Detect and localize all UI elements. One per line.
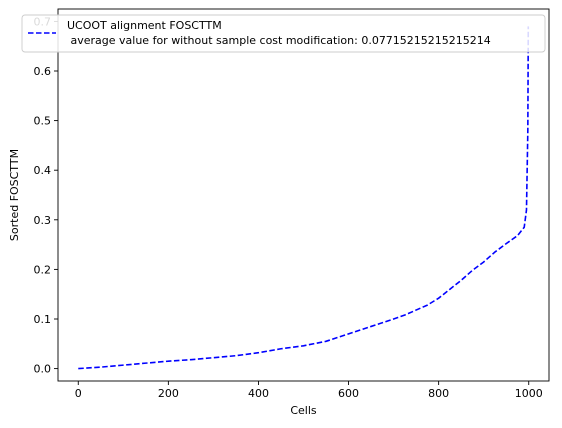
y-tick-label: 0.0 <box>34 363 52 376</box>
y-tick-label: 0.5 <box>34 115 52 128</box>
x-tick-label: 1000 <box>515 387 543 400</box>
y-axis-title: Sorted FOSCTTM <box>8 149 21 241</box>
x-axis-title: Cells <box>290 404 317 417</box>
legend-label-line2: average value for without sample cost mo… <box>67 34 491 47</box>
series-line-0 <box>78 26 530 370</box>
y-tick-label: 0.2 <box>34 263 52 276</box>
y-tick-label: 0.4 <box>34 164 52 177</box>
x-tick-label: 600 <box>338 387 359 400</box>
y-tick-label: 0.6 <box>34 65 52 78</box>
x-tick-label: 0 <box>75 387 82 400</box>
y-tick-label: 0.3 <box>34 214 52 227</box>
x-tick-label: 400 <box>248 387 269 400</box>
x-tick-label: 800 <box>428 387 449 400</box>
legend: UCOOT alignment FOSCTTM average value fo… <box>21 14 546 53</box>
x-tick-label: 200 <box>158 387 179 400</box>
plot-layer <box>78 26 530 370</box>
legend-label-line1: UCOOT alignment FOSCTTM <box>67 19 222 32</box>
legend-box <box>21 14 546 53</box>
y-tick-label: 0.1 <box>34 313 52 326</box>
axes-frame <box>57 8 550 382</box>
